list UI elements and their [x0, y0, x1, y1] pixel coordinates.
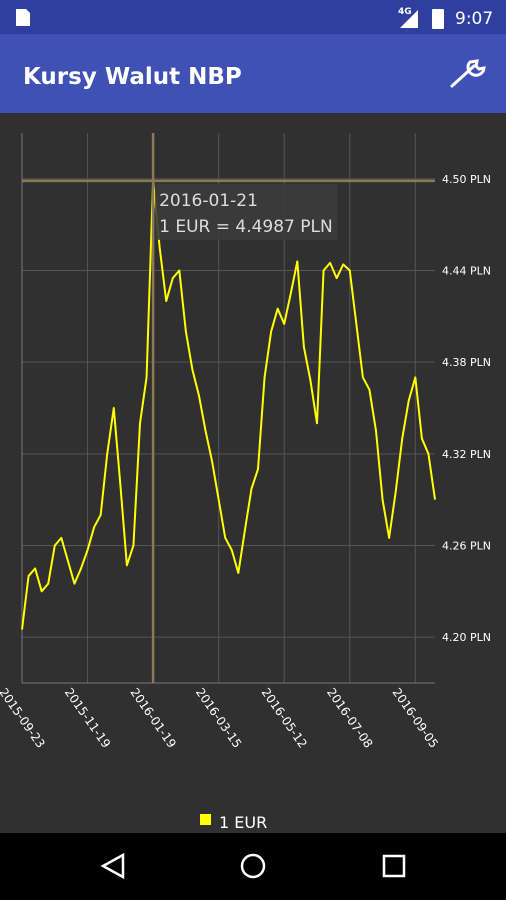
- y-tick-label: 4.32 PLN: [442, 448, 491, 461]
- settings-button[interactable]: [450, 59, 486, 88]
- y-tick-label: 4.50 PLN: [442, 173, 491, 186]
- recents-button[interactable]: [382, 854, 406, 878]
- tooltip-value: 1 EUR = 4.4987 PLN: [159, 217, 333, 237]
- y-tick-label: 4.38 PLN: [442, 356, 491, 369]
- clock: 9:07: [455, 9, 493, 29]
- legend-swatch: [200, 814, 211, 825]
- y-tick-label: 4.26 PLN: [442, 540, 491, 553]
- data-line: [21, 179, 436, 630]
- home-button[interactable]: [240, 853, 266, 879]
- status-bar: [0, 0, 506, 34]
- app-title: Kursy Walut NBP: [23, 64, 242, 90]
- back-button[interactable]: [100, 852, 125, 880]
- nav-bar: [0, 833, 506, 900]
- y-tick-label: 4.20 PLN: [442, 631, 491, 644]
- y-tick-label: 4.44 PLN: [442, 265, 491, 278]
- legend-label: 1 EUR: [219, 813, 267, 832]
- app-bar: [0, 34, 506, 113]
- signal-icon: [400, 10, 418, 28]
- battery-icon: [432, 9, 444, 29]
- tooltip-date: 2016-01-21: [159, 191, 258, 211]
- sd-icon: [16, 9, 30, 26]
- network-type: 4G: [398, 7, 412, 17]
- tooltip-box: [155, 183, 338, 240]
